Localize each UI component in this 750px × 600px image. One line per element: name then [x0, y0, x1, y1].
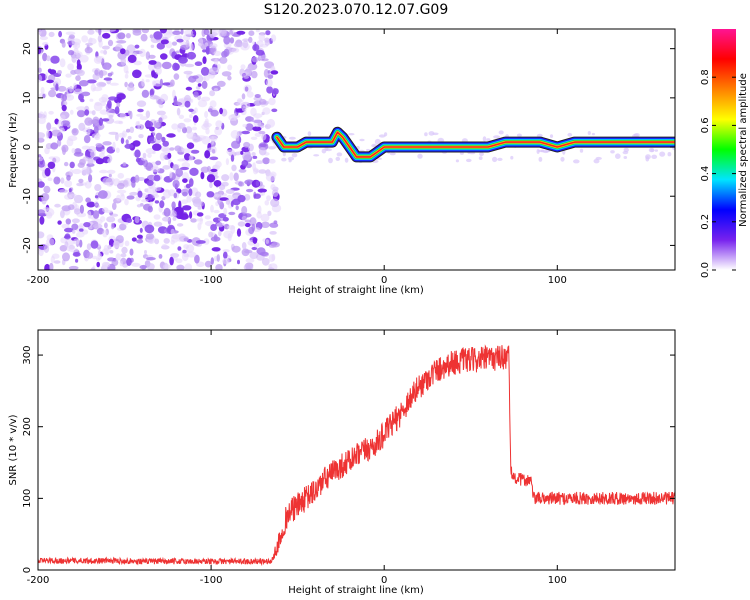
x-tick-label: -200: [27, 275, 50, 286]
spectrogram-y-axis-label: Frequency (Hz): [8, 112, 19, 188]
colorbar-ticks: 0.0 0.2 0.4 0.6 0.8: [700, 69, 736, 278]
x-tick-label: 0: [381, 575, 387, 586]
y-tick-label: 0: [22, 144, 33, 150]
colorbar-tick-label: 0.4: [700, 166, 711, 182]
snr-plot-area: [38, 330, 675, 570]
snr-y-axis-label: SNR (10 * v/v): [8, 414, 19, 485]
noise-region: [38, 29, 675, 270]
colorbar: 0.0 0.2 0.4 0.6 0.8 Normalized spectral ampl…: [700, 29, 749, 278]
spectrogram-plot-area: [38, 29, 675, 270]
snr-frame: [37, 329, 676, 571]
spectrogram-x-axis-label: Height of straight line (km): [288, 285, 424, 296]
frequency-ridge: [271, 126, 675, 163]
y-tick-label: 100: [22, 489, 33, 508]
ridge-layer: [276, 131, 675, 158]
x-tick-label: -200: [27, 575, 50, 586]
snr-panel: -200 -100 0 100 0 100 200 300 Height of straigh…: [8, 329, 676, 596]
y-tick-label: -10: [22, 188, 33, 204]
x-tick-label: 0: [381, 275, 387, 286]
y-tick-label: 20: [22, 42, 33, 55]
x-tick-label: -100: [200, 575, 223, 586]
x-tick-label: 100: [548, 575, 567, 586]
y-tick-label: -20: [22, 237, 33, 253]
figure-title: S120.2023.070.12.07.G09: [264, 2, 449, 18]
colorbar-tick-label: 0.6: [700, 117, 711, 133]
colorbar-gradient: [712, 29, 736, 270]
snr-ticks: -200 -100 0 100 0 100 200 300: [22, 330, 675, 586]
snr-x-axis-label: Height of straight line (km): [288, 585, 424, 596]
x-tick-label: 100: [548, 275, 567, 286]
colorbar-tick-label: 0.8: [700, 69, 711, 85]
x-tick-label: -100: [200, 275, 223, 286]
y-tick-label: 10: [22, 91, 33, 104]
y-tick-label: 0: [22, 567, 33, 573]
y-tick-label: 300: [22, 346, 33, 365]
spectrogram-frame: [37, 28, 676, 271]
colorbar-label: Normalized spectral amplitude: [738, 73, 749, 227]
y-tick-label: 200: [22, 417, 33, 436]
colorbar-tick-label: 0.0: [700, 262, 711, 278]
colorbar-tick-label: 0.2: [700, 214, 711, 230]
snr-series-line: [38, 344, 675, 567]
